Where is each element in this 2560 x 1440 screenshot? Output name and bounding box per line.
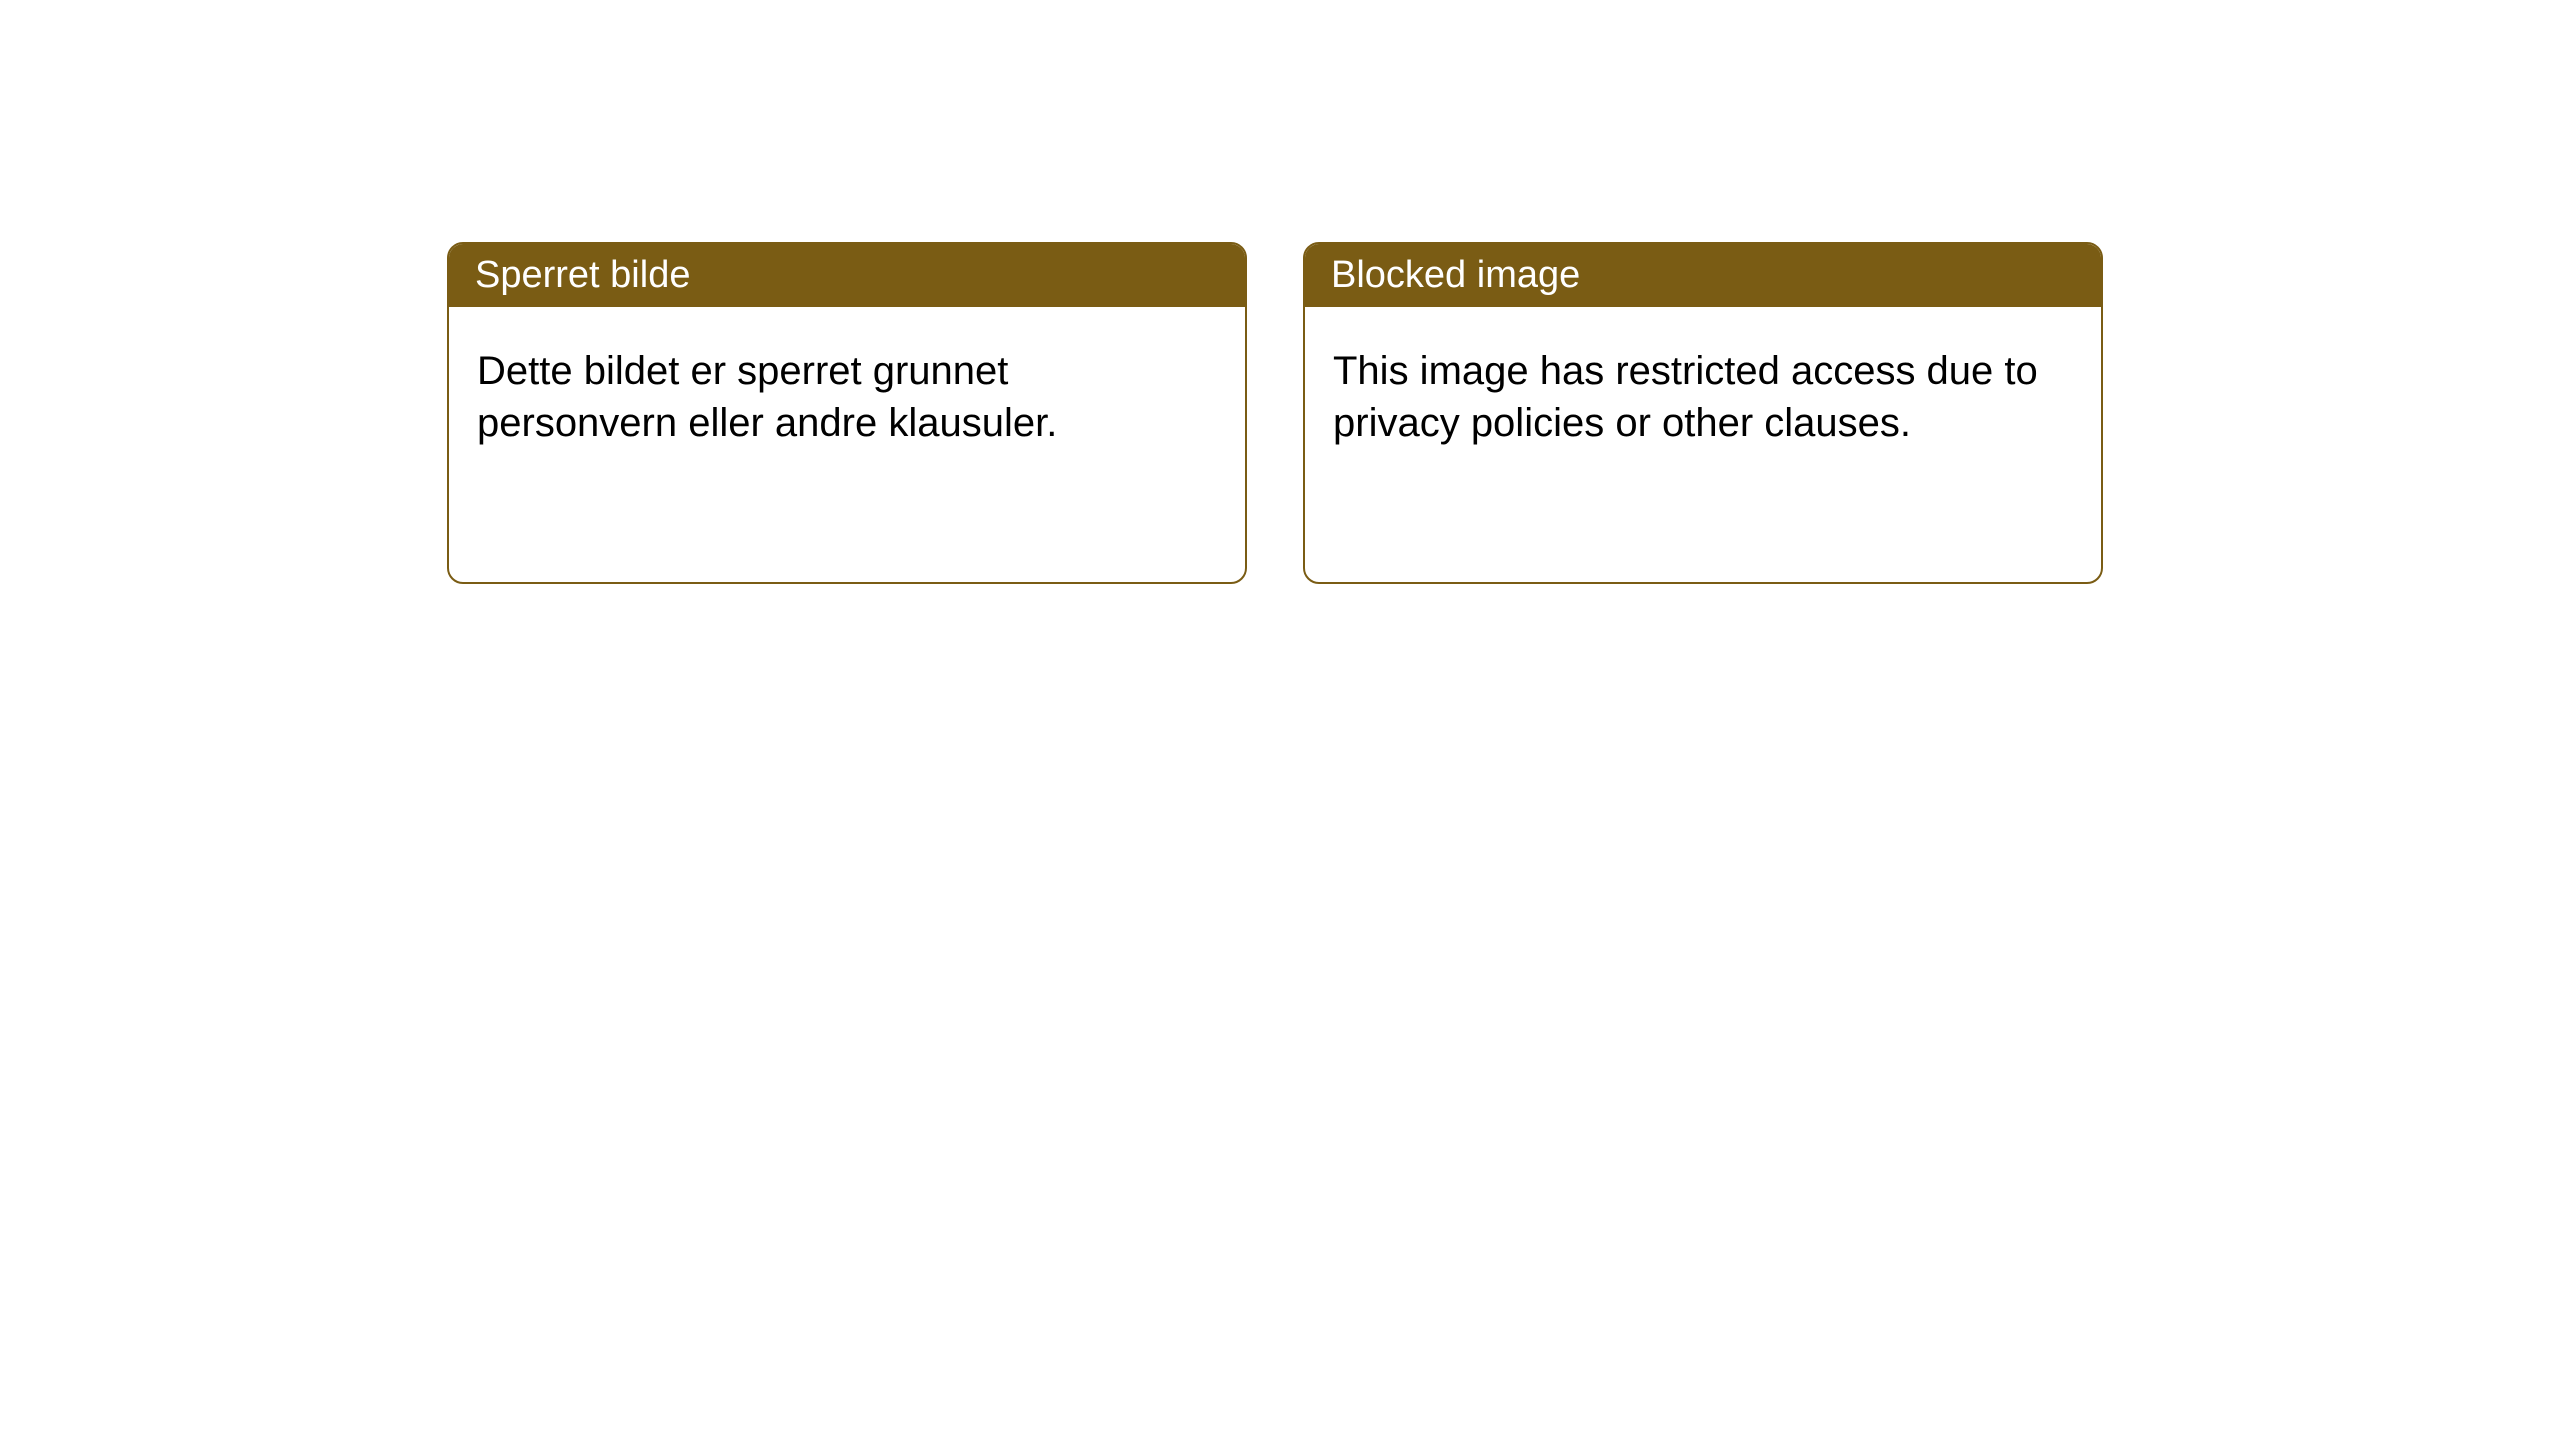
card-title: Sperret bilde [449, 244, 1245, 307]
notice-card-english: Blocked image This image has restricted … [1303, 242, 2103, 584]
notice-cards-container: Sperret bilde Dette bildet er sperret gr… [447, 242, 2103, 584]
card-title: Blocked image [1305, 244, 2101, 307]
notice-card-norwegian: Sperret bilde Dette bildet er sperret gr… [447, 242, 1247, 584]
card-body-text: Dette bildet er sperret grunnet personve… [449, 307, 1245, 582]
card-body-text: This image has restricted access due to … [1305, 307, 2101, 582]
